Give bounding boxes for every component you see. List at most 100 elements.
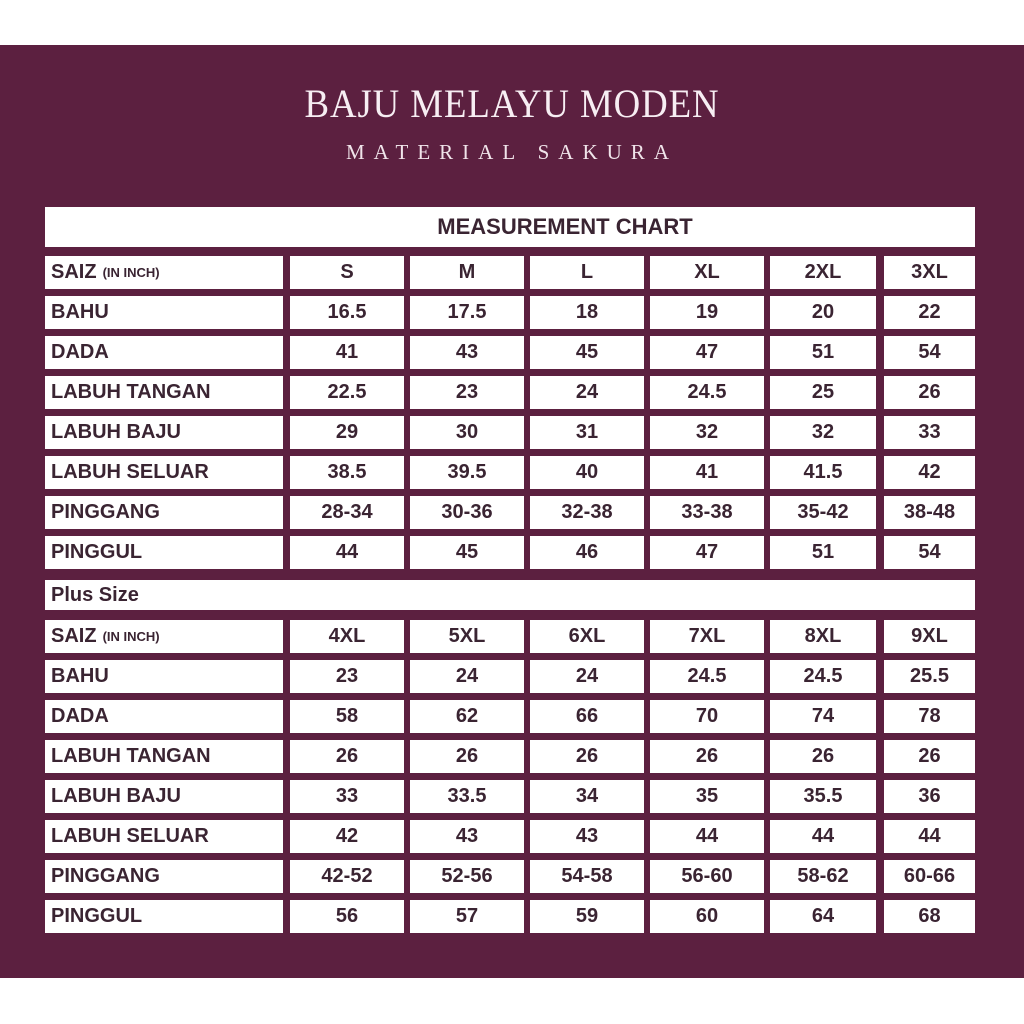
measurement-value: 26 bbox=[884, 376, 975, 409]
size-label: SAIZ bbox=[51, 261, 97, 283]
measurement-value: 30-36 bbox=[410, 496, 524, 529]
measurement-value: 46 bbox=[530, 536, 644, 569]
row-label: BAHU bbox=[45, 296, 283, 329]
page-title: BAJU MELAYU MODEN bbox=[304, 81, 720, 126]
measurement-value: 19 bbox=[650, 296, 764, 329]
measurement-value: 59 bbox=[530, 900, 644, 933]
measurement-value: 44 bbox=[650, 820, 764, 853]
measurement-value: 44 bbox=[770, 820, 876, 853]
measurement-value: 42 bbox=[290, 820, 404, 853]
page-subtitle: MATERIAL SAKURA bbox=[346, 140, 678, 164]
measurement-value: 32 bbox=[650, 416, 764, 449]
measurement-value: 51 bbox=[770, 336, 876, 369]
measurement-value: 39.5 bbox=[410, 456, 524, 489]
measurement-value: 23 bbox=[290, 660, 404, 693]
unit-label: (IN INCH) bbox=[102, 629, 160, 644]
measurement-value: 25 bbox=[770, 376, 876, 409]
measurement-value: 56-60 bbox=[650, 860, 764, 893]
measurement-value: 18 bbox=[530, 296, 644, 329]
measurement-value: 68 bbox=[884, 900, 975, 933]
size-header-label: SAIZ (IN INCH) bbox=[45, 256, 283, 289]
measurement-value: 43 bbox=[410, 336, 524, 369]
measurement-value: 57 bbox=[410, 900, 524, 933]
measurement-value: 45 bbox=[410, 536, 524, 569]
measurement-value: 33 bbox=[290, 780, 404, 813]
measurement-value: 40 bbox=[530, 456, 644, 489]
measurement-value: 74 bbox=[770, 700, 876, 733]
measurement-value: 28-34 bbox=[290, 496, 404, 529]
row-label: PINGGUL bbox=[45, 536, 283, 569]
measurement-value: 26 bbox=[884, 740, 975, 773]
measurement-value: 16.5 bbox=[290, 296, 404, 329]
measurement-value: 58-62 bbox=[770, 860, 876, 893]
row-label: LABUH BAJU bbox=[45, 780, 283, 813]
measurement-value: 64 bbox=[770, 900, 876, 933]
measurement-value: 43 bbox=[530, 820, 644, 853]
measurement-value: 44 bbox=[290, 536, 404, 569]
measurement-value: 24.5 bbox=[650, 376, 764, 409]
measurement-value: 25.5 bbox=[884, 660, 975, 693]
measurement-value: 54 bbox=[884, 336, 975, 369]
measurement-value: 60 bbox=[650, 900, 764, 933]
measurement-value: 42-52 bbox=[290, 860, 404, 893]
measurement-value: 45 bbox=[530, 336, 644, 369]
measurement-value: 31 bbox=[530, 416, 644, 449]
row-label: BAHU bbox=[45, 660, 283, 693]
measurement-value: 35.5 bbox=[770, 780, 876, 813]
measurement-value: 47 bbox=[650, 336, 764, 369]
size-header: 6XL bbox=[530, 620, 644, 653]
measurement-value: 52-56 bbox=[410, 860, 524, 893]
measurement-value: 20 bbox=[770, 296, 876, 329]
measurement-value: 22.5 bbox=[290, 376, 404, 409]
size-header: L bbox=[530, 256, 644, 289]
measurement-value: 58 bbox=[290, 700, 404, 733]
measurement-value: 38.5 bbox=[290, 456, 404, 489]
measurement-value: 26 bbox=[650, 740, 764, 773]
size-header: XL bbox=[650, 256, 764, 289]
size-label: SAIZ bbox=[51, 625, 97, 647]
measurement-value: 54 bbox=[884, 536, 975, 569]
size-header: 3XL bbox=[884, 256, 975, 289]
measurement-value: 26 bbox=[290, 740, 404, 773]
row-label: LABUH SELUAR bbox=[45, 820, 283, 853]
measurement-value: 41.5 bbox=[770, 456, 876, 489]
row-label: LABUH BAJU bbox=[45, 416, 283, 449]
measurement-value: 17.5 bbox=[410, 296, 524, 329]
measurement-value: 38-48 bbox=[884, 496, 975, 529]
measurement-value: 26 bbox=[410, 740, 524, 773]
measurement-value: 26 bbox=[530, 740, 644, 773]
row-label: DADA bbox=[45, 336, 283, 369]
measurement-value: 33.5 bbox=[410, 780, 524, 813]
row-label: LABUH TANGAN bbox=[45, 376, 283, 409]
measurement-value: 24.5 bbox=[650, 660, 764, 693]
measurement-value: 24 bbox=[530, 376, 644, 409]
unit-label: (IN INCH) bbox=[102, 265, 160, 280]
measurement-value: 41 bbox=[290, 336, 404, 369]
measurement-value: 24 bbox=[410, 660, 524, 693]
measurement-value: 41 bbox=[650, 456, 764, 489]
row-label: LABUH TANGAN bbox=[45, 740, 283, 773]
row-label: LABUH SELUAR bbox=[45, 456, 283, 489]
row-label: DADA bbox=[45, 700, 283, 733]
measurement-value: 22 bbox=[884, 296, 975, 329]
size-header: 8XL bbox=[770, 620, 876, 653]
row-label: PINGGANG bbox=[45, 860, 283, 893]
measurement-value: 23 bbox=[410, 376, 524, 409]
measurement-value: 29 bbox=[290, 416, 404, 449]
measurement-value: 36 bbox=[884, 780, 975, 813]
measurement-value: 24 bbox=[530, 660, 644, 693]
measurement-value: 35-42 bbox=[770, 496, 876, 529]
measurement-value: 78 bbox=[884, 700, 975, 733]
measurement-value: 70 bbox=[650, 700, 764, 733]
measurement-value: 56 bbox=[290, 900, 404, 933]
size-header-label: SAIZ (IN INCH) bbox=[45, 620, 283, 653]
row-label: PINGGUL bbox=[45, 900, 283, 933]
measurement-value: 60-66 bbox=[884, 860, 975, 893]
size-header: 9XL bbox=[884, 620, 975, 653]
measurement-value: 33 bbox=[884, 416, 975, 449]
size-header: 4XL bbox=[290, 620, 404, 653]
measurement-value: 32 bbox=[770, 416, 876, 449]
chart-title: MEASUREMENT CHART bbox=[45, 207, 975, 247]
measurement-value: 34 bbox=[530, 780, 644, 813]
plus-size-label: Plus Size bbox=[45, 580, 975, 610]
